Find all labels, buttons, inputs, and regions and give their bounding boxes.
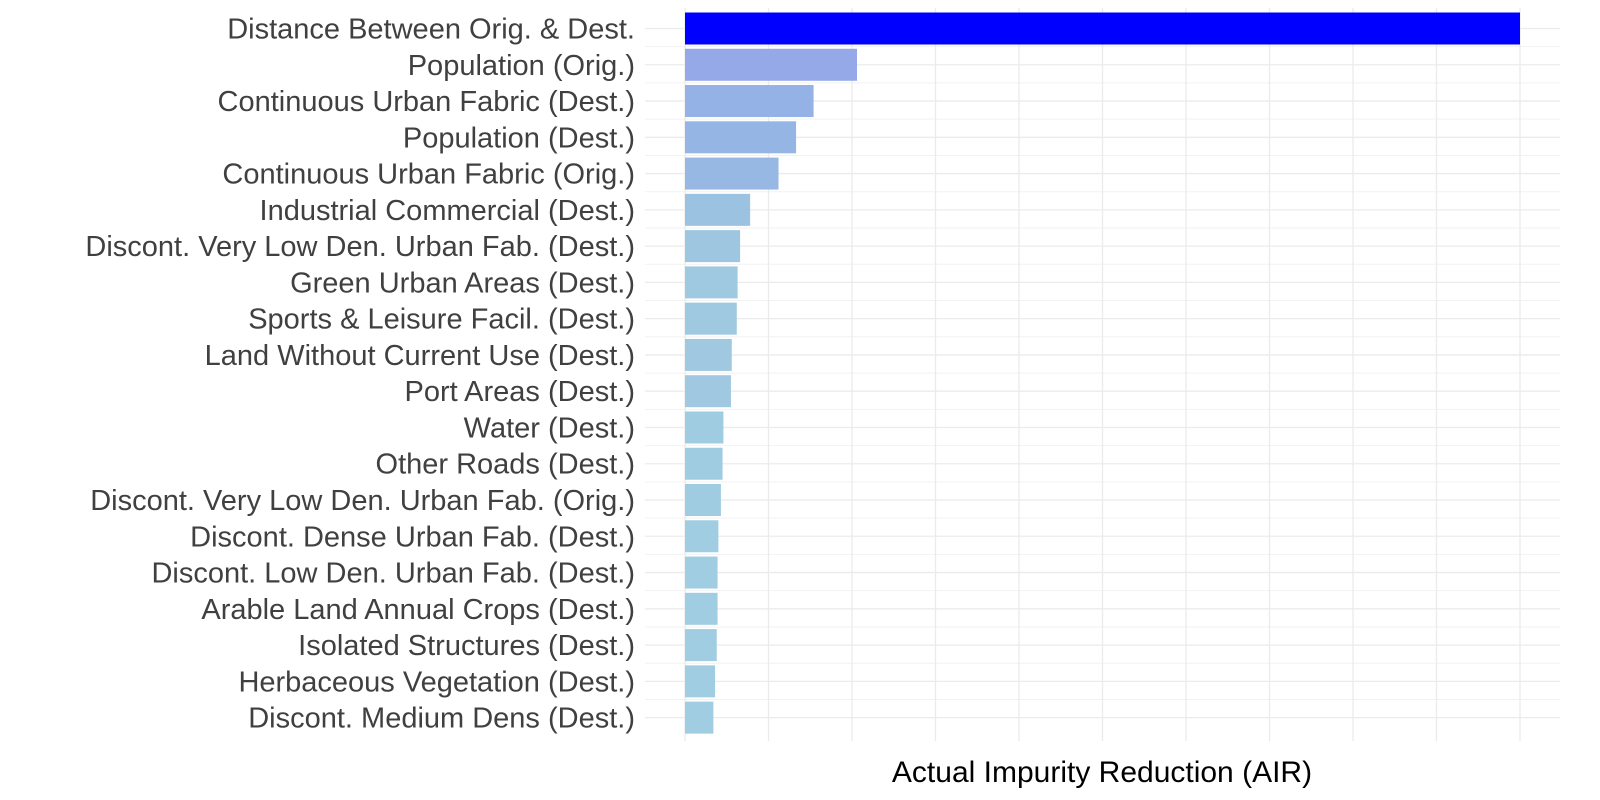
bar-layer: [685, 12, 1520, 734]
category-labels: Distance Between Orig. & Dest. Population…: [85, 14, 635, 735]
category-label: Herbaceous Vegetation (Dest.): [238, 666, 635, 698]
category-label: Discont. Medium Dens (Dest.): [248, 703, 635, 735]
category-label: Industrial Commercial (Dest.): [260, 195, 635, 227]
bar: [685, 484, 721, 517]
bar: [685, 121, 797, 154]
category-label: Continuous Urban Fabric (Orig.): [222, 159, 635, 191]
bar: [685, 701, 714, 734]
bar: [685, 266, 738, 299]
bar: [685, 85, 814, 118]
bar: [685, 48, 858, 81]
bar: [685, 230, 741, 263]
bar: [685, 520, 719, 553]
bar: [685, 157, 779, 190]
category-label: Sports & Leisure Facil. (Dest.): [248, 304, 635, 336]
bar: [685, 302, 737, 335]
bar: [685, 193, 751, 226]
category-label: Arable Land Annual Crops (Dest.): [201, 594, 635, 626]
category-label: Continuous Urban Fabric (Dest.): [218, 86, 635, 118]
x-axis-title: Actual Impurity Reduction (AIR): [892, 756, 1312, 789]
category-label: Discont. Very Low Den. Urban Fab. (Orig.…: [90, 485, 635, 517]
bar: [685, 338, 732, 371]
category-label: Water (Dest.): [464, 412, 635, 444]
category-label: Population (Dest.): [403, 122, 635, 154]
category-label: Discont. Low Den. Urban Fab. (Dest.): [151, 558, 635, 590]
bar: [685, 411, 724, 444]
category-label: Discont. Very Low Den. Urban Fab. (Dest.…: [85, 231, 635, 263]
bar: [685, 447, 723, 480]
bar: [685, 592, 718, 625]
bar: [685, 12, 1520, 45]
category-label: Discont. Dense Urban Fab. (Dest.): [190, 521, 635, 553]
category-label: Distance Between Orig. & Dest.: [227, 14, 635, 46]
category-label: Other Roads (Dest.): [376, 449, 635, 481]
bar: [685, 629, 717, 662]
bar: [685, 375, 731, 408]
bar: [685, 556, 718, 589]
category-label: Port Areas (Dest.): [405, 376, 635, 408]
category-label: Population (Orig.): [408, 50, 635, 82]
category-label: Land Without Current Use (Dest.): [205, 340, 635, 372]
category-label: Green Urban Areas (Dest.): [290, 267, 635, 299]
grid-layer: [645, 8, 1560, 741]
bar: [685, 665, 716, 698]
category-label: Isolated Structures (Dest.): [298, 630, 635, 662]
